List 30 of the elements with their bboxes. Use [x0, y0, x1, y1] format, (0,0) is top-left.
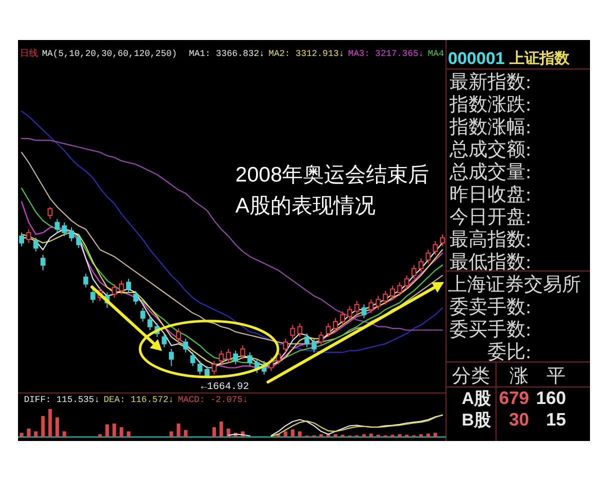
text: 最低指数: [450, 252, 531, 273]
text: 最高指数: [450, 228, 531, 250]
legend: MA1: 3366.832↓ MA2: 3312.913↓ MA3: 3217.365↓ MA4 [188, 49, 444, 59]
text: 上证指数 [508, 50, 571, 67]
category-label: 平 [546, 366, 566, 387]
text: ←1664.92 [201, 382, 250, 393]
data-label: 160 [536, 388, 566, 408]
text: 昨日收盘: [450, 184, 531, 206]
text: 上海证券交易所 [448, 274, 581, 296]
text: A股 [462, 389, 492, 408]
text: 指数涨跌: [448, 94, 531, 116]
text: 000001 [448, 49, 505, 68]
annotation: 2008年奥运会结束后 A股的表现情况 [235, 164, 430, 218]
text: 委卖手数: [450, 297, 531, 318]
data-label: 30 [508, 410, 529, 430]
text: 委比: [488, 342, 531, 363]
category-label: 涨 [510, 366, 528, 387]
text: 总成交量: [448, 161, 531, 183]
data-label: 15 [546, 410, 566, 430]
text: B股 [462, 410, 492, 430]
text: 最新指数: [450, 71, 531, 93]
text: 今日开盘: [450, 207, 531, 228]
chart-subtitle: MA(5,10,20,30,60,120,250) [42, 49, 178, 59]
chart-title: 日线 [20, 48, 38, 59]
text: 分类 [452, 366, 490, 387]
text: 委买手数: [450, 320, 531, 340]
text: 总成交额: [448, 138, 531, 160]
text: 指数涨幅: [448, 117, 531, 138]
legend: DIFF: 115.535↓ DEA: 116.572↓ MACD: -2.075↓ [24, 395, 248, 405]
data-label: 679 [498, 388, 529, 408]
